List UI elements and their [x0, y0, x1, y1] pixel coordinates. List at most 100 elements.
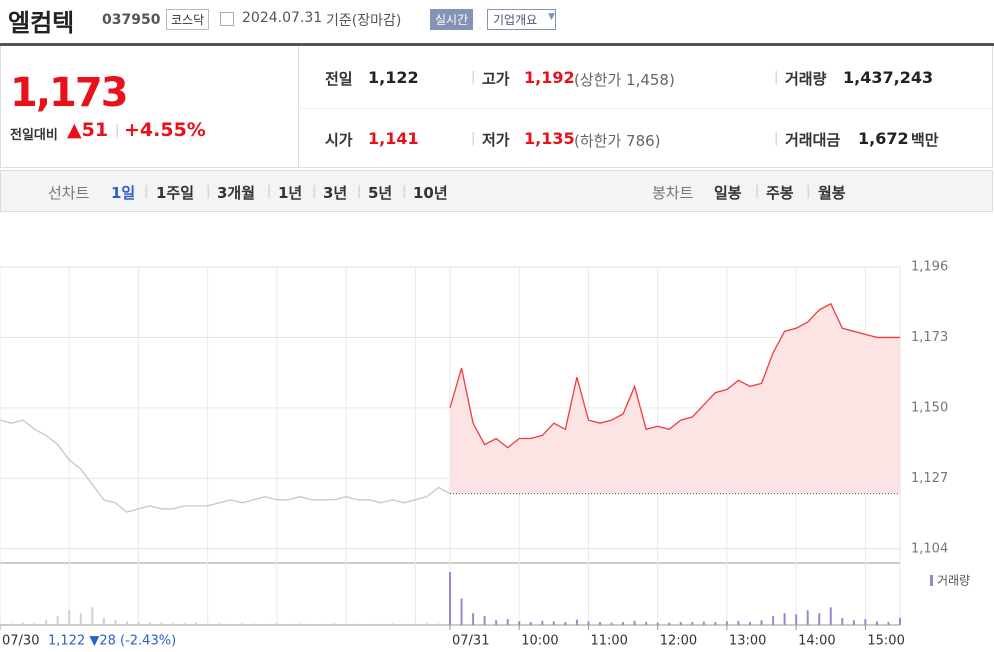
calendar-icon: [220, 12, 234, 26]
tab[interactable]: 1년: [278, 184, 303, 202]
tab[interactable]: 주봉: [766, 184, 794, 202]
volume-bar: [333, 623, 336, 625]
volume-bar: [102, 617, 105, 625]
volume-bar: [356, 623, 359, 625]
price-area: [450, 303, 900, 494]
volume-bar: [633, 620, 636, 625]
x-tick-label: 13:00: [729, 634, 766, 649]
volume-bar: [414, 623, 417, 625]
tab-group-label: 봉차트: [652, 184, 694, 202]
volume-bar: [472, 613, 475, 625]
y-tick-label: 1,150: [911, 400, 948, 415]
divider: [298, 46, 299, 168]
x-tick-label: 12:00: [660, 634, 697, 649]
prev-summary: 1,122 ▼28 (-2.43%): [48, 634, 176, 649]
stat-value: 1,672: [858, 129, 909, 148]
volume-bar: [829, 607, 832, 625]
divider: [300, 108, 992, 109]
x-tick-label: 11:00: [590, 634, 627, 649]
volume-bar: [506, 619, 509, 625]
current-price: 1,173: [10, 70, 129, 116]
tab-bar: [0, 170, 993, 212]
volume-bar: [79, 613, 82, 625]
volume-bar: [368, 623, 371, 625]
stat-value: 1,135: [524, 129, 575, 148]
stat-label: 저가: [482, 131, 510, 149]
stat-value: 1,141: [368, 129, 419, 148]
volume-bar: [518, 621, 521, 625]
realtime-button[interactable]: 실시간: [430, 9, 474, 30]
tab[interactable]: 3년: [323, 184, 348, 202]
volume-bar: [322, 623, 325, 625]
volume-bar: [137, 622, 140, 625]
price-line: [449, 302, 900, 449]
y-tick-label: 1,104: [911, 541, 948, 556]
volume-bar: [691, 622, 694, 625]
separator: |: [471, 131, 476, 146]
x-tick-label: 07/30: [2, 634, 39, 649]
stat-label: 전일: [325, 70, 353, 88]
volume-bar: [460, 598, 463, 625]
volume-bar: [783, 613, 786, 625]
volume-bar: [610, 622, 613, 625]
stat-value: 1,437,243: [843, 68, 934, 87]
volume-bar: [0, 623, 1, 625]
summary-box: [0, 46, 993, 168]
volume-bar: [656, 622, 659, 625]
market-badge: 코스닥: [166, 9, 210, 30]
volume-bar: [529, 622, 532, 625]
tab[interactable]: 1주일: [156, 184, 195, 202]
volume-legend-swatch: [930, 575, 933, 586]
volume-bar: [899, 617, 901, 625]
volume-bar: [841, 617, 844, 625]
tab[interactable]: 일봉: [714, 184, 742, 202]
volume-bar: [425, 623, 428, 625]
company-button[interactable]: 기업개요: [487, 9, 557, 30]
volume-bar: [887, 622, 890, 625]
volume-bar: [183, 623, 186, 625]
stock-code: 037950: [102, 12, 161, 28]
dropdown-arrow: ▼: [548, 12, 555, 22]
tab[interactable]: 1일: [111, 184, 136, 202]
volume-bar: [229, 623, 232, 625]
tab[interactable]: 10년: [413, 184, 448, 202]
volume-bar: [345, 623, 348, 625]
volume-bar: [541, 620, 544, 625]
date: 2024.07.31: [242, 10, 323, 26]
volume-bar: [160, 622, 163, 625]
volume-bar: [275, 623, 278, 625]
y-tick-label: 1,127: [911, 471, 948, 486]
volume-bar: [864, 619, 867, 625]
stat-value: 1,192: [524, 68, 575, 87]
volume-bar: [852, 620, 855, 625]
tab[interactable]: 3개월: [217, 184, 256, 202]
tab[interactable]: 월봉: [818, 184, 846, 202]
volume-bar: [725, 621, 728, 625]
volume-bar: [22, 622, 25, 625]
change-label: 전일대비: [10, 128, 58, 143]
volume-bar: [149, 622, 151, 625]
volume-bar: [33, 623, 36, 625]
volume-bar: [264, 623, 267, 625]
volume-bar: [391, 623, 394, 625]
volume-bar: [599, 622, 601, 625]
volume-bar: [552, 621, 555, 625]
change-rate: +4.55%: [124, 119, 206, 141]
volume-bar: [668, 622, 671, 625]
stat-label: 시가: [325, 131, 353, 149]
volume-bar: [575, 619, 578, 625]
volume-bar: [645, 622, 648, 625]
tab[interactable]: 5년: [368, 184, 393, 202]
volume-bar: [206, 623, 209, 625]
stat-label: 고가: [482, 70, 510, 88]
volume-bar: [795, 614, 798, 625]
separator: |: [115, 123, 120, 138]
volume-bar: [10, 623, 13, 625]
volume-bar: [287, 623, 290, 625]
volume-bar: [299, 623, 301, 625]
volume-bar: [252, 623, 255, 625]
volume-bar: [114, 620, 117, 625]
volume-legend: 거래량: [937, 574, 970, 588]
volume-bar: [241, 623, 244, 625]
